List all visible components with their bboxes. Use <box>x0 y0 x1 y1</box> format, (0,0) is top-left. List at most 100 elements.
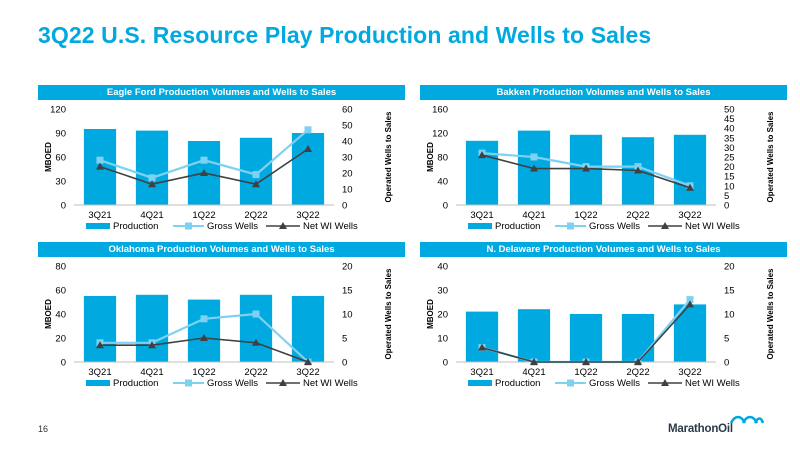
x-tick-label: 4Q21 <box>140 210 163 221</box>
x-tick-label: 4Q21 <box>522 367 545 378</box>
bakken-chart-panel: Bakken Production Volumes and Wells to S… <box>420 85 787 237</box>
y2-tick-label: 15 <box>724 286 735 297</box>
y-axis-title: MBOED <box>426 299 435 329</box>
net-wi-wells-point <box>478 343 486 351</box>
x-tick-label: 3Q22 <box>296 367 319 378</box>
y-tick-label: 30 <box>437 286 448 297</box>
y-tick-label: 0 <box>61 358 66 369</box>
y2-tick-label: 25 <box>724 153 735 164</box>
legend-net-wi-wells-label: Net WI Wells <box>303 221 358 232</box>
y-tick-label: 90 <box>55 129 66 140</box>
y2-tick-label: 40 <box>724 124 735 135</box>
legend-net-wi-wells-label: Net WI Wells <box>685 378 740 389</box>
x-tick-label: 1Q22 <box>574 367 597 378</box>
production-bar <box>569 314 603 362</box>
y2-tick-label: 45 <box>724 114 735 125</box>
legend-gross-wells-marker <box>185 222 192 230</box>
x-tick-label: 1Q22 <box>192 367 215 378</box>
legend-production-swatch <box>468 380 492 386</box>
x-tick-label: 1Q22 <box>192 210 215 221</box>
production-bar <box>465 311 499 362</box>
y-tick-label: 0 <box>61 201 66 212</box>
y-tick-label: 0 <box>443 358 448 369</box>
y-tick-label: 40 <box>437 177 448 188</box>
y-tick-label: 0 <box>443 201 448 212</box>
production-bar <box>135 130 169 205</box>
y2-axis-title: Operated Wells to Sales <box>384 111 393 203</box>
legend-gross-wells-label: Gross Wells <box>207 221 258 232</box>
gross-wells-point <box>304 126 312 134</box>
net-wi-wells-point <box>478 151 486 159</box>
x-tick-label: 3Q22 <box>678 367 701 378</box>
n-delaware-chart-panel: N. Delaware Production Volumes and Wells… <box>420 242 787 394</box>
net-wi-wells-point <box>148 341 156 349</box>
y2-tick-label: 50 <box>342 121 353 132</box>
eagle-ford-chart-panel: Eagle Ford Production Volumes and Wells … <box>38 85 405 237</box>
y2-tick-label: 0 <box>724 201 729 212</box>
y-axis-title: MBOED <box>44 299 53 329</box>
x-tick-label: 3Q21 <box>470 367 493 378</box>
x-tick-label: 2Q22 <box>626 367 649 378</box>
net-wi-wells-point <box>96 341 104 349</box>
legend-gross-wells-label: Gross Wells <box>589 221 640 232</box>
y-tick-label: 160 <box>432 105 448 116</box>
y2-tick-label: 10 <box>342 185 353 196</box>
y2-tick-label: 0 <box>724 358 729 369</box>
chart-title: Bakken Production Volumes and Wells to S… <box>420 85 787 100</box>
production-bar <box>187 299 221 362</box>
y-tick-label: 120 <box>50 105 66 116</box>
page-number: 16 <box>38 424 49 434</box>
y-tick-label: 20 <box>55 334 66 345</box>
y-axis-title: MBOED <box>44 142 53 172</box>
y-tick-label: 80 <box>437 153 448 164</box>
x-tick-label: 3Q21 <box>88 367 111 378</box>
x-tick-label: 2Q22 <box>244 367 267 378</box>
legend-production-swatch <box>468 223 492 229</box>
oklahoma-chart-panel: Oklahoma Production Volumes and Wells to… <box>38 242 405 394</box>
chart-title: Eagle Ford Production Volumes and Wells … <box>38 85 405 100</box>
gross-wells-point <box>200 315 208 323</box>
net-wi-wells-point <box>200 334 208 341</box>
y2-tick-label: 15 <box>724 172 735 183</box>
x-tick-label: 2Q22 <box>244 210 267 221</box>
legend-production-label: Production <box>495 221 540 232</box>
net-wi-wells-point <box>582 164 590 172</box>
y-tick-label: 60 <box>55 286 66 297</box>
y2-tick-label: 30 <box>724 143 735 154</box>
y2-tick-label: 20 <box>724 162 735 173</box>
y-tick-label: 80 <box>55 262 66 273</box>
y-tick-label: 30 <box>55 177 66 188</box>
chart-title: Oklahoma Production Volumes and Wells to… <box>38 242 405 257</box>
production-bar <box>83 296 117 362</box>
net-wi-wells-point <box>686 183 694 191</box>
gross-wells-point <box>148 174 156 182</box>
production-bar <box>517 309 551 362</box>
gross-wells-point <box>96 156 104 164</box>
y2-tick-label: 10 <box>724 310 735 321</box>
legend-production-swatch <box>86 380 110 386</box>
y2-tick-label: 10 <box>724 181 735 192</box>
x-tick-label: 1Q22 <box>574 210 597 221</box>
y2-tick-label: 0 <box>342 358 347 369</box>
page-title: 3Q22 U.S. Resource Play Production and W… <box>38 22 652 48</box>
y2-tick-label: 40 <box>342 137 353 148</box>
legend-net-wi-wells-marker <box>279 222 287 229</box>
y-tick-label: 120 <box>432 129 448 140</box>
legend-gross-wells-label: Gross Wells <box>207 378 258 389</box>
production-bar <box>135 294 169 362</box>
y-tick-label: 10 <box>437 334 448 345</box>
y-tick-label: 40 <box>437 262 448 273</box>
net-wi-wells-point <box>530 358 538 365</box>
net-wi-wells-point <box>148 180 156 188</box>
legend-gross-wells-marker <box>567 379 574 387</box>
marathon-oil-logo: MarathonOil <box>668 414 768 436</box>
net-wi-wells-point <box>686 300 694 308</box>
net-wi-wells-point <box>96 162 104 170</box>
net-wi-wells-point <box>252 338 260 346</box>
x-tick-label: 4Q21 <box>522 210 545 221</box>
legend-gross-wells-label: Gross Wells <box>589 378 640 389</box>
legend-net-wi-wells-label: Net WI Wells <box>685 221 740 232</box>
